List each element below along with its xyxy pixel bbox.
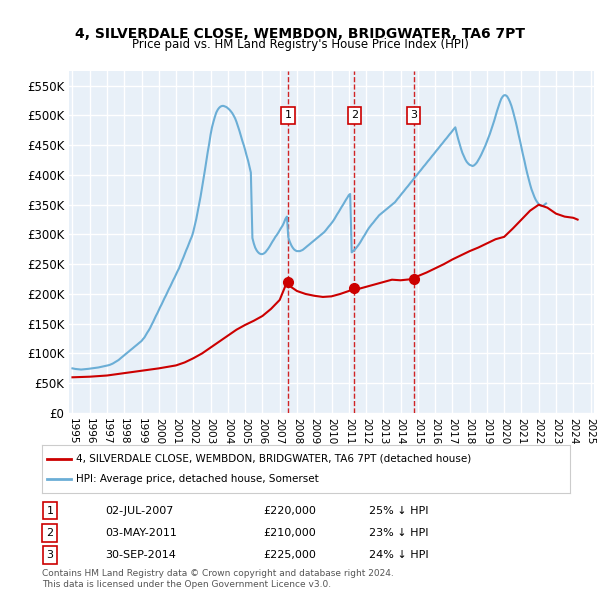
Text: 4, SILVERDALE CLOSE, WEMBDON, BRIDGWATER, TA6 7PT: 4, SILVERDALE CLOSE, WEMBDON, BRIDGWATER… [75, 27, 525, 41]
Text: 4, SILVERDALE CLOSE, WEMBDON, BRIDGWATER, TA6 7PT (detached house): 4, SILVERDALE CLOSE, WEMBDON, BRIDGWATER… [76, 454, 472, 464]
Text: Price paid vs. HM Land Registry's House Price Index (HPI): Price paid vs. HM Land Registry's House … [131, 38, 469, 51]
Text: 23% ↓ HPI: 23% ↓ HPI [370, 528, 429, 538]
Text: £225,000: £225,000 [264, 550, 317, 560]
Text: 1: 1 [46, 506, 53, 516]
Text: 30-SEP-2014: 30-SEP-2014 [106, 550, 176, 560]
Text: £220,000: £220,000 [264, 506, 317, 516]
Text: 2: 2 [46, 528, 53, 538]
Text: 24% ↓ HPI: 24% ↓ HPI [370, 550, 429, 560]
Text: 03-MAY-2011: 03-MAY-2011 [106, 528, 177, 538]
Text: 02-JUL-2007: 02-JUL-2007 [106, 506, 174, 516]
Text: 25% ↓ HPI: 25% ↓ HPI [370, 506, 429, 516]
Text: 3: 3 [410, 110, 417, 120]
Text: HPI: Average price, detached house, Somerset: HPI: Average price, detached house, Some… [76, 474, 319, 484]
Text: 2: 2 [351, 110, 358, 120]
Text: £210,000: £210,000 [264, 528, 317, 538]
Text: Contains HM Land Registry data © Crown copyright and database right 2024.
This d: Contains HM Land Registry data © Crown c… [42, 569, 394, 589]
Text: 1: 1 [285, 110, 292, 120]
Text: 3: 3 [46, 550, 53, 560]
